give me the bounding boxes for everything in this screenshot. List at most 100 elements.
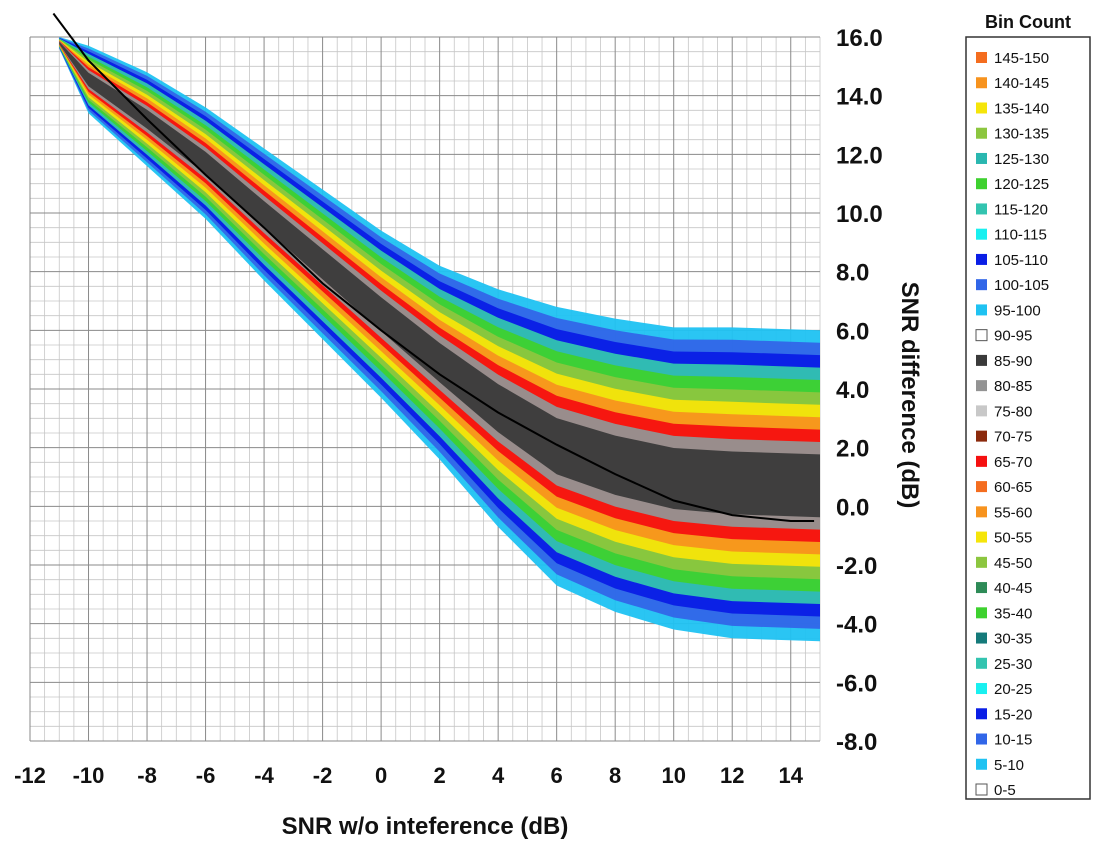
legend-swatch xyxy=(976,102,987,114)
x-tick-label: -6 xyxy=(196,763,216,788)
legend: 145-150 140-145 135-140 130-135 125-130 120-1… xyxy=(975,50,1049,799)
x-tick-label: 12 xyxy=(720,763,744,788)
legend-swatch xyxy=(976,127,987,139)
y-tick-label: 12.0 xyxy=(836,142,883,169)
x-tick-label: -10 xyxy=(73,763,105,788)
y-tick-label: 8.0 xyxy=(836,260,869,287)
legend-label: 145-150 xyxy=(994,50,1049,67)
legend-label: 140-145 xyxy=(994,75,1049,92)
density-band xyxy=(59,40,821,542)
legend-label: 100-105 xyxy=(994,277,1049,294)
y-tick-label: 6.0 xyxy=(836,318,869,345)
legend-swatch xyxy=(976,279,987,291)
legend-label: 45-50 xyxy=(994,555,1032,572)
y-tick-label: -8.0 xyxy=(836,729,877,756)
x-tick-label: 10 xyxy=(661,763,685,788)
x-tick-label: 6 xyxy=(551,763,563,788)
x-tick-label: -12 xyxy=(14,763,46,788)
legend-label: 95-100 xyxy=(994,302,1041,319)
x-axis-title: SNR w/o inteference (dB) xyxy=(282,813,569,840)
legend-label: 90-95 xyxy=(994,328,1032,345)
legend-swatch xyxy=(976,380,987,392)
y-tick-label: 4.0 xyxy=(836,377,869,404)
legend-swatch xyxy=(976,708,987,720)
legend-swatch xyxy=(976,253,987,265)
x-tick-label: -8 xyxy=(137,763,157,788)
x-tick-label: -4 xyxy=(254,763,274,788)
x-tick-label: 14 xyxy=(778,763,803,788)
legend-swatch xyxy=(976,632,987,644)
y-axis-title: SNR difference (dB) xyxy=(896,282,923,509)
legend-swatch xyxy=(976,556,987,568)
y-tick-label: -4.0 xyxy=(836,612,877,639)
legend-label: 70-75 xyxy=(994,429,1032,446)
legend-swatch xyxy=(976,683,987,695)
legend-swatch xyxy=(976,455,987,467)
legend-label: 35-40 xyxy=(994,605,1032,622)
x-tick-label: -2 xyxy=(313,763,333,788)
legend-label: 110-115 xyxy=(994,227,1047,244)
y-tick-label: 0.0 xyxy=(836,494,869,521)
legend-label: 20-25 xyxy=(994,681,1032,698)
x-axis-ticks: -12 -10 -8 -6 -4 -2 0 2 4 6 8 10 12 14 xyxy=(14,763,804,788)
y-tick-label: 14.0 xyxy=(836,84,883,111)
x-tick-label: 4 xyxy=(492,763,505,788)
legend-label: 55-60 xyxy=(994,504,1032,521)
fit-curve-group xyxy=(52,12,815,522)
legend-title: Bin Count xyxy=(985,12,1071,32)
legend-swatch xyxy=(976,77,987,89)
legend-swatch xyxy=(976,481,987,493)
legend-swatch xyxy=(976,531,987,543)
legend-swatch xyxy=(976,430,987,442)
legend-label: 40-45 xyxy=(994,580,1032,597)
legend-label: 60-65 xyxy=(994,479,1032,496)
legend-label: 80-85 xyxy=(994,378,1032,395)
legend-label: 105-110 xyxy=(994,252,1048,269)
legend-label: 120-125 xyxy=(994,176,1049,193)
legend-swatch xyxy=(976,152,987,164)
legend-swatch xyxy=(976,405,987,417)
legend-label: 10-15 xyxy=(994,732,1032,749)
legend-frame xyxy=(965,36,1091,800)
legend-swatch xyxy=(976,178,987,190)
legend-swatch xyxy=(976,52,987,63)
density-band xyxy=(59,41,821,518)
legend-label: 25-30 xyxy=(994,656,1032,673)
legend-label: 135-140 xyxy=(994,100,1049,117)
legend-label: 130-135 xyxy=(994,126,1049,143)
legend-swatch xyxy=(976,304,987,316)
y-axis-ticks: 16.0 14.0 12.0 10.0 8.0 6.0 4.0 2.0 0.0 -2.0 -4.0 -… xyxy=(836,25,883,756)
legend-label: 15-20 xyxy=(994,706,1032,723)
legend-swatch xyxy=(976,582,987,594)
legend-swatch xyxy=(976,607,987,619)
density-bands xyxy=(59,37,821,642)
legend-swatch xyxy=(976,354,987,366)
legend-label: 5-10 xyxy=(994,757,1024,774)
legend-swatch xyxy=(975,783,988,796)
legend-swatch xyxy=(975,329,988,342)
legend-swatch xyxy=(976,228,987,240)
y-tick-label: -6.0 xyxy=(836,670,877,697)
legend-swatch xyxy=(976,657,987,669)
fit-curve xyxy=(52,12,815,522)
legend-swatch xyxy=(976,506,987,518)
legend-swatch xyxy=(976,203,987,215)
x-tick-label: 8 xyxy=(609,763,621,788)
legend-label: 65-70 xyxy=(994,454,1032,471)
legend-label: 85-90 xyxy=(994,353,1032,370)
legend-swatch xyxy=(976,758,987,770)
legend-label: 0-5 xyxy=(994,782,1016,799)
x-tick-label: 0 xyxy=(375,763,387,788)
legend-label: 75-80 xyxy=(994,403,1032,420)
legend-label: 50-55 xyxy=(994,530,1032,547)
legend-label: 125-130 xyxy=(994,151,1049,168)
legend-label: 30-35 xyxy=(994,631,1032,648)
legend-label: 115-120 xyxy=(994,201,1048,218)
x-tick-label: 2 xyxy=(434,763,446,788)
y-tick-label: 10.0 xyxy=(836,201,883,228)
y-tick-label: 16.0 xyxy=(836,25,883,52)
y-tick-label: 2.0 xyxy=(836,436,869,463)
legend-swatch xyxy=(976,733,987,745)
